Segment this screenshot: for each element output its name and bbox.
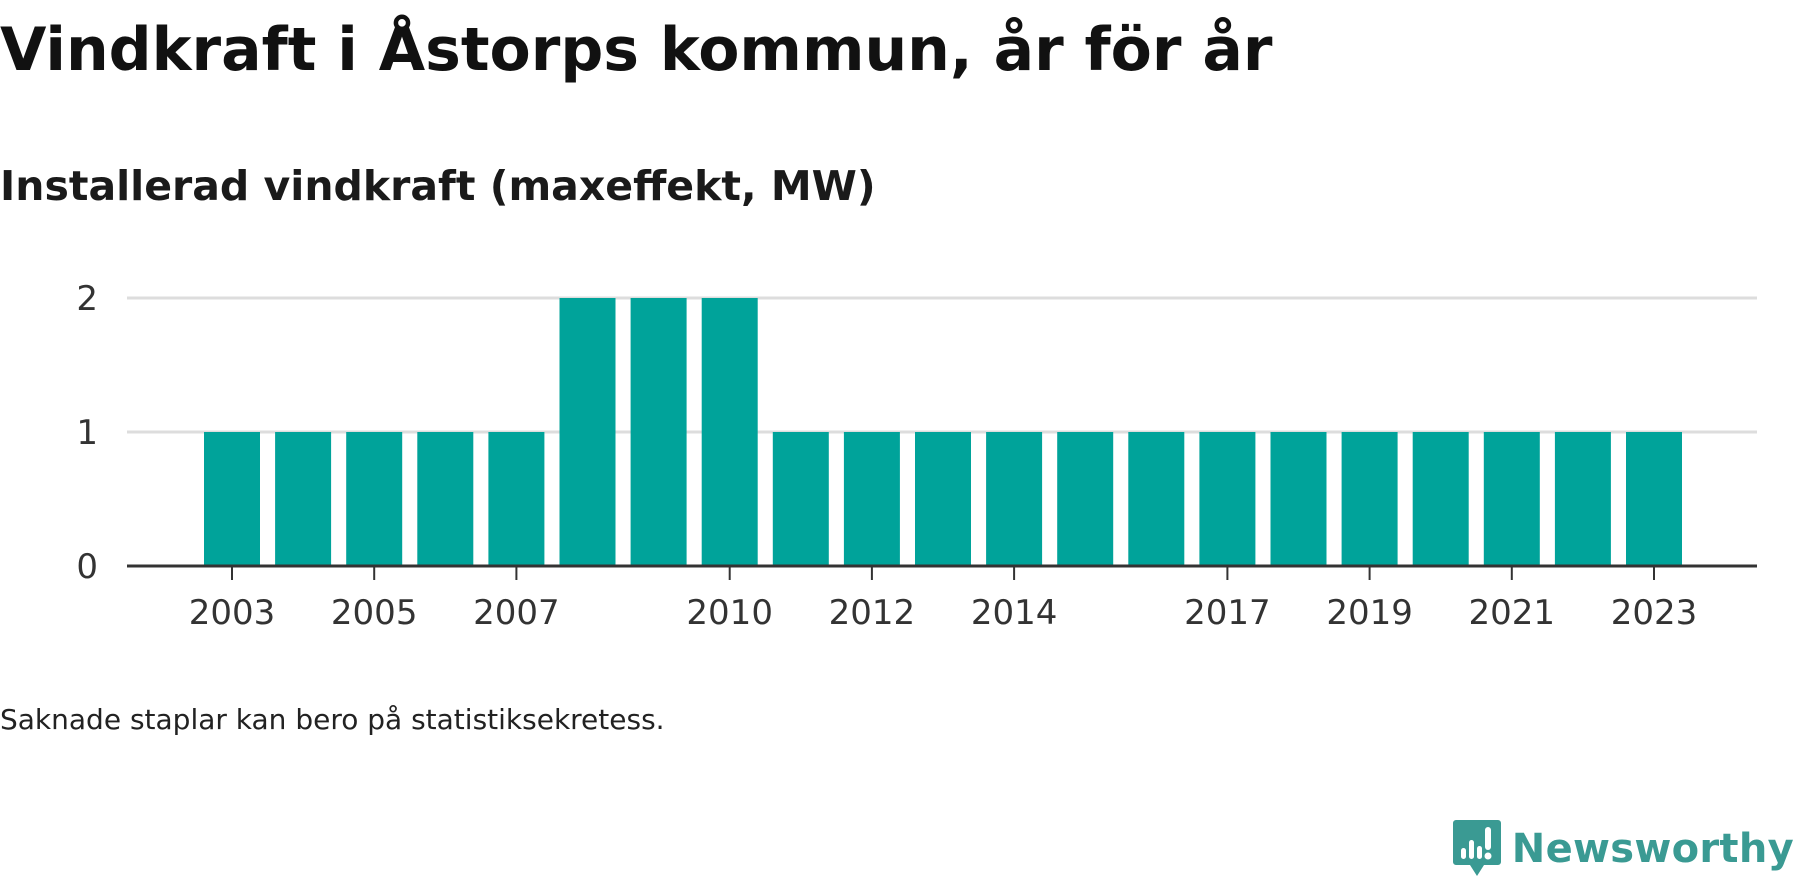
bar-chart: 0 1 2 2003 2005 2007 2010 2012 2014 2017 2019 2021 2… xyxy=(76,279,1757,633)
y-tick-label: 2 xyxy=(76,279,98,319)
bar-2022 xyxy=(1554,432,1611,566)
bar-2020 xyxy=(1412,432,1469,566)
x-tick-label: 2003 xyxy=(189,593,276,633)
x-tick-label: 2005 xyxy=(331,593,418,633)
footnote: Saknade staplar kan bero på statistiksek… xyxy=(0,703,665,736)
bar-2014 xyxy=(986,432,1043,566)
bar-2023 xyxy=(1626,432,1682,566)
newsworthy-logo: Newsworthy xyxy=(1452,818,1794,880)
x-tick-label: 2017 xyxy=(1184,593,1271,633)
x-tick-label: 2023 xyxy=(1611,593,1698,633)
bar-2017 xyxy=(1199,432,1256,566)
bar-2009 xyxy=(630,298,687,566)
bar-2021 xyxy=(1483,432,1540,566)
bar-2013 xyxy=(915,432,971,566)
y-tick-label: 1 xyxy=(76,413,98,453)
x-tick-label: 2010 xyxy=(686,593,773,633)
bar-2004 xyxy=(275,432,332,566)
bar-2010 xyxy=(701,298,758,566)
bar-2016 xyxy=(1128,432,1185,566)
bar-2005 xyxy=(346,432,403,566)
chart-title: Vindkraft i Åstorps kommun, år för år xyxy=(0,15,1273,85)
bar-2012 xyxy=(843,432,900,566)
x-tick-label: 2012 xyxy=(829,593,916,633)
bar-2003 xyxy=(204,432,260,566)
x-tick-label: 2019 xyxy=(1326,593,1413,633)
bar-2015 xyxy=(1057,432,1114,566)
chart-subtitle: Installerad vindkraft (maxeffekt, MW) xyxy=(0,162,876,210)
x-tick-label: 2021 xyxy=(1469,593,1556,633)
bar-2011 xyxy=(772,432,829,566)
x-tick-label: 2014 xyxy=(971,593,1058,633)
y-tick-label: 0 xyxy=(76,547,98,587)
bar-2006 xyxy=(417,432,474,566)
bar-2008 xyxy=(559,298,616,566)
bar-2018 xyxy=(1270,432,1327,566)
newsworthy-logo-icon xyxy=(1452,820,1501,876)
bar-2019 xyxy=(1341,432,1398,566)
newsworthy-logo-text: Newsworthy xyxy=(1511,826,1794,872)
bar-2007 xyxy=(488,432,545,566)
axes: 0 1 2 2003 2005 2007 2010 2012 2014 2017 2019 2021 2… xyxy=(76,279,1757,633)
x-tick-label: 2007 xyxy=(473,593,560,633)
grid-lines xyxy=(127,296,1757,434)
bars xyxy=(204,298,1682,566)
